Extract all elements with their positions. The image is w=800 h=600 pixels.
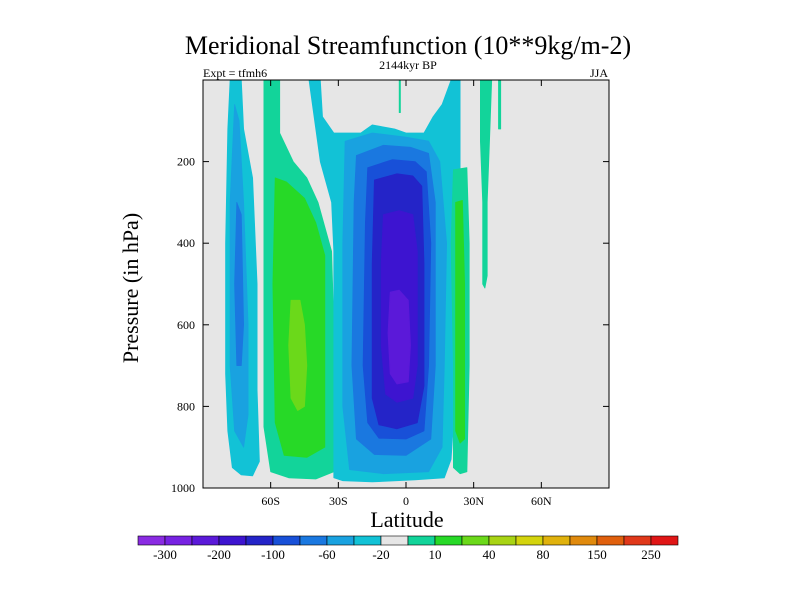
y-tick-label: 800 — [177, 399, 195, 413]
x-tick-label: 0 — [403, 494, 409, 508]
colorbar-label: -200 — [207, 547, 231, 562]
contour-positive-filament-core — [456, 200, 465, 443]
colorbar-label: -300 — [153, 547, 177, 562]
colorbar-label: 80 — [537, 547, 550, 562]
season-label: JJA — [590, 66, 608, 80]
colorbar: -300 -200 -100 -60 -20 10 40 80 150 250 — [138, 536, 678, 562]
colorbar-swatch — [192, 536, 219, 545]
chart-figure: Meridional Streamfunction (10**9kg/m-2) … — [0, 0, 800, 600]
contour-nh-upper-filament-2 — [499, 80, 501, 129]
colorbar-label: -20 — [372, 547, 389, 562]
colorbar-swatch — [651, 536, 678, 545]
colorbar-label: 150 — [587, 547, 607, 562]
x-tick-label: 60N — [531, 494, 552, 508]
contour-hadley-cell-core — [388, 290, 411, 384]
colorbar-swatch — [219, 536, 246, 545]
y-tick-label: 400 — [177, 236, 195, 250]
y-tick-label: 200 — [177, 155, 195, 169]
colorbar-label: -60 — [318, 547, 335, 562]
contour-equatorial-top-sliver — [399, 80, 400, 113]
plot-area: 60S 30S 0 30N 60N 200 400 600 800 1000 — [171, 80, 609, 508]
colorbar-label: 40 — [483, 547, 496, 562]
colorbar-label: 10 — [429, 547, 442, 562]
colorbar-label: 250 — [641, 547, 661, 562]
chart-title: Meridional Streamfunction (10**9kg/m-2) — [185, 31, 631, 60]
x-axis-label: Latitude — [370, 507, 443, 532]
x-tick-label: 30N — [463, 494, 484, 508]
colorbar-swatch — [462, 536, 489, 545]
experiment-label: Expt = tfmh6 — [203, 66, 267, 80]
x-tick-label: 60S — [261, 494, 280, 508]
colorbar-swatch — [381, 536, 408, 545]
colorbar-swatch — [624, 536, 651, 545]
contour-layer — [226, 80, 501, 482]
colorbar-swatch — [516, 536, 543, 545]
colorbar-swatch — [489, 536, 516, 545]
y-tick-label: 1000 — [171, 481, 195, 495]
colorbar-swatch — [300, 536, 327, 545]
y-tick-label: 600 — [177, 318, 195, 332]
y-axis-label: Pressure (in hPa) — [118, 213, 143, 363]
colorbar-swatch — [246, 536, 273, 545]
colorbar-swatch — [570, 536, 597, 545]
colorbar-swatch — [138, 536, 165, 545]
colorbar-swatch — [165, 536, 192, 545]
colorbar-swatch — [543, 536, 570, 545]
time-label: 2144kyr BP — [379, 58, 437, 72]
colorbar-swatch — [273, 536, 300, 545]
colorbar-swatch — [354, 536, 381, 545]
colorbar-swatch — [435, 536, 462, 545]
x-tick-label: 30S — [329, 494, 348, 508]
colorbar-swatch — [327, 536, 354, 545]
colorbar-label: -100 — [261, 547, 285, 562]
colorbar-swatch — [597, 536, 624, 545]
colorbar-swatch — [408, 536, 435, 545]
